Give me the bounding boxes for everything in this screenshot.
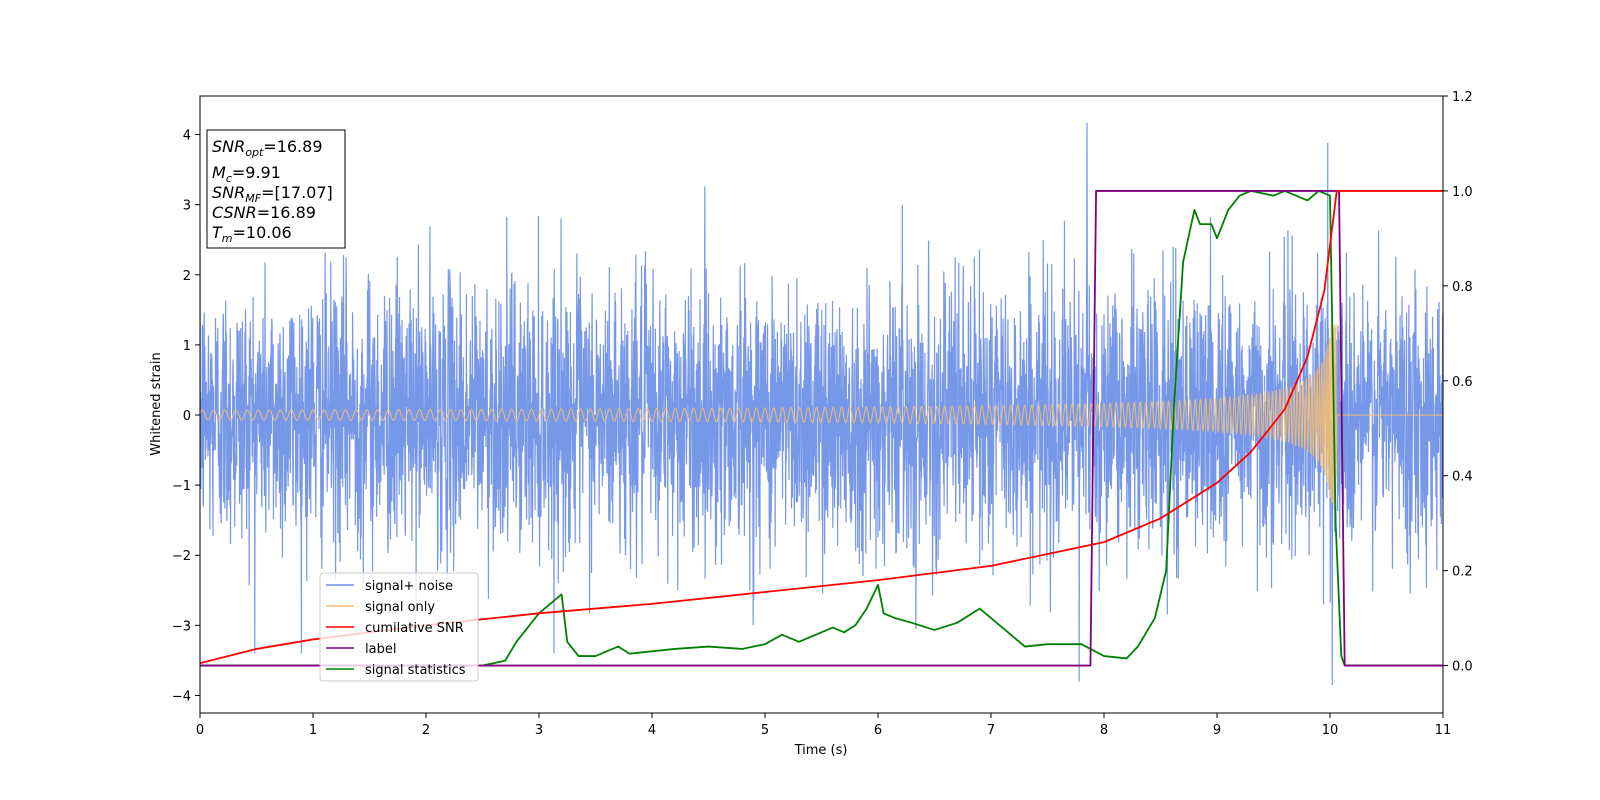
y-tick-label: 4 (183, 129, 191, 144)
info-snr-opt: SNRopt=16.89 (212, 137, 323, 159)
y-tick-label: 2 (183, 269, 191, 284)
legend-label-signal-noise: signal+ noise (365, 579, 453, 594)
x-tick-label: 3 (535, 723, 543, 738)
x-tick-label: 11 (1435, 723, 1452, 738)
signal-statistics-line (200, 190, 1443, 667)
x-axis-label: Time (s) (794, 743, 848, 758)
x-tick-label: 9 (1213, 723, 1221, 738)
legend-label-signal-only: signal only (365, 600, 435, 615)
y-tick-label: 1 (183, 339, 191, 354)
y-axis-left: −4 −3 −2 −1 0 1 2 3 4 (172, 129, 200, 704)
y-tick-label: −2 (172, 549, 191, 564)
y2-tick-label: 0.0 (1452, 660, 1473, 675)
legend-label-signal-statistics: signal statistics (365, 663, 466, 678)
legend-label-label: label (365, 642, 396, 657)
y-tick-label: −4 (172, 689, 191, 704)
y-tick-label: −3 (172, 619, 191, 634)
y-tick-label: −1 (172, 479, 191, 494)
y2-tick-label: 1.2 (1452, 90, 1473, 105)
y2-tick-label: 0.6 (1452, 375, 1473, 390)
plot-frame (199, 95, 1444, 714)
y2-tick-label: 1.0 (1452, 185, 1473, 200)
y2-tick-label: 0.4 (1452, 470, 1473, 485)
info-tm: Tm=10.06 (212, 223, 292, 245)
y2-tick-label: 0.8 (1452, 280, 1473, 295)
x-tick-label: 1 (309, 723, 317, 738)
y-tick-label: 3 (183, 199, 191, 214)
info-box: SNRopt=16.89 Mc=9.91 SNRMF=[17.07] CSNR=… (206, 129, 346, 249)
legend-label-cumulative-snr: cumilative SNR (365, 621, 464, 636)
x-tick-label: 10 (1322, 723, 1339, 738)
label-line (200, 190, 1443, 667)
x-tick-label: 7 (987, 723, 995, 738)
info-csnr: CSNR=16.89 (212, 203, 316, 222)
x-tick-label: 6 (874, 723, 882, 738)
y2-tick-label: 0.2 (1452, 565, 1473, 580)
signal-only-series (200, 323, 1443, 507)
signal-only-line (200, 323, 1443, 507)
x-tick-label: 2 (422, 723, 430, 738)
y-tick-label: 0 (183, 409, 191, 424)
x-tick-label: 8 (1100, 723, 1108, 738)
legend-frame (319, 572, 479, 682)
info-snr-mf: SNRMF=[17.07] (212, 183, 333, 205)
legend: signal+ noise signal only cumilative SNR… (319, 572, 479, 682)
info-mc: Mc=9.91 (212, 163, 281, 185)
x-tick-label: 4 (648, 723, 656, 738)
x-tick-label: 5 (761, 723, 769, 738)
x-tick-label: 0 (196, 723, 204, 738)
y-axis-right: 0.0 0.2 0.4 0.6 0.8 1.0 1.2 (1443, 90, 1473, 675)
y-axis-label: Whitened strain (149, 352, 164, 455)
info-box-frame (206, 129, 346, 249)
x-axis: 0 1 2 3 4 5 6 7 8 9 10 11 (196, 713, 1451, 738)
